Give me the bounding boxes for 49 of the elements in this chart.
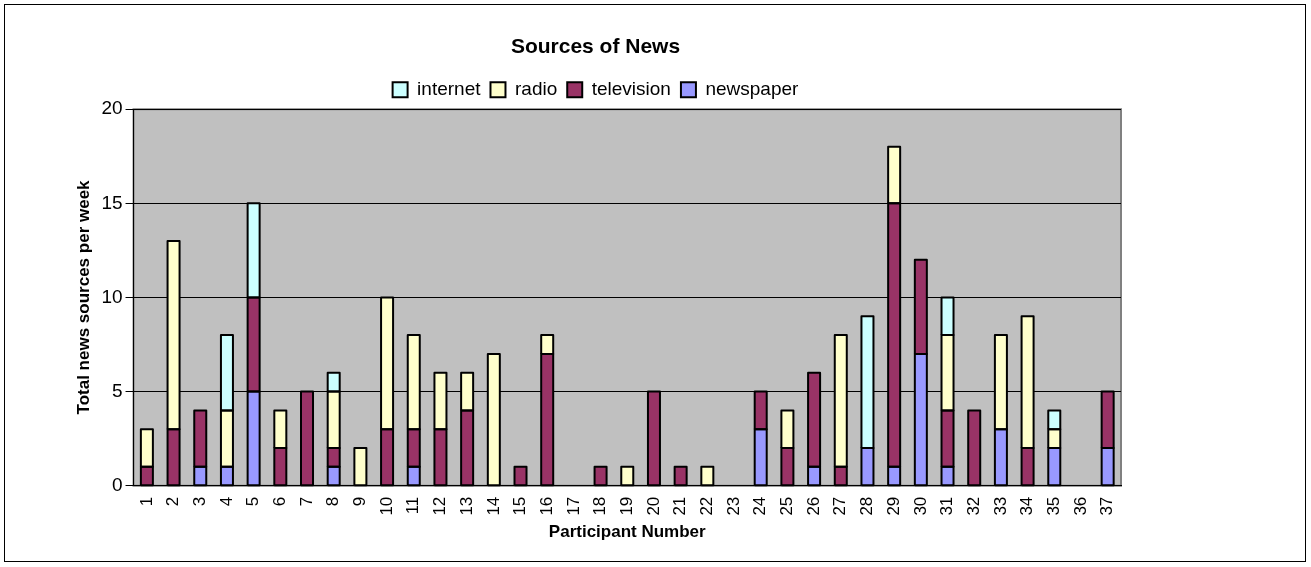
x-tick-label: 18 <box>590 496 610 516</box>
x-tick-label: 25 <box>777 496 797 516</box>
legend-label: internet <box>417 77 482 99</box>
x-tick-label: 14 <box>483 496 503 516</box>
y-tick-label: 5 <box>111 379 123 401</box>
x-axis-title: Participant Number <box>548 522 707 542</box>
x-tick-label: 6 <box>270 496 290 507</box>
x-tick-label: 31 <box>937 496 957 516</box>
chart-title: Sources of News <box>510 34 681 58</box>
legend-label: radio <box>514 77 558 99</box>
x-tick-label: 24 <box>750 496 770 516</box>
x-tick-label: 27 <box>830 496 850 516</box>
x-tick-label: 28 <box>857 496 877 516</box>
x-tick-label: 5 <box>243 496 263 507</box>
x-tick-label: 8 <box>323 496 343 507</box>
x-tick-label: 35 <box>1043 496 1063 516</box>
x-tick-label: 29 <box>883 496 903 516</box>
y-tick-label: 15 <box>101 191 123 213</box>
x-tick-label: 37 <box>1097 496 1117 516</box>
x-tick-label: 34 <box>1017 496 1037 516</box>
x-tick-label: 11 <box>403 496 423 515</box>
x-tick-label: 32 <box>963 496 983 516</box>
x-tick-label: 19 <box>616 496 636 516</box>
y-tick-label: 10 <box>101 285 123 307</box>
y-axis-title: Total news sources per week <box>73 179 93 415</box>
x-tick-label: 7 <box>296 496 316 507</box>
x-tick-label: 9 <box>350 496 370 507</box>
x-tick-label: 10 <box>376 496 396 516</box>
x-tick-label: 4 <box>216 496 236 507</box>
x-tick-label: 30 <box>910 496 930 516</box>
legend-label: newspaper <box>705 77 800 99</box>
y-tick-label: 20 <box>101 97 123 119</box>
x-tick-label: 2 <box>163 496 183 507</box>
y-tick-label: 0 <box>111 473 123 495</box>
x-tick-label: 21 <box>670 496 690 516</box>
x-tick-label: 16 <box>536 496 556 516</box>
x-tick-label: 36 <box>1070 496 1090 516</box>
x-tick-label: 20 <box>643 496 663 516</box>
x-tick-label: 26 <box>803 496 823 516</box>
x-tick-label: 12 <box>430 496 450 516</box>
x-tick-label: 1 <box>136 496 156 507</box>
legend-label: television <box>591 77 671 99</box>
x-tick-label: 3 <box>189 496 209 507</box>
x-tick-label: 23 <box>723 496 743 516</box>
x-tick-label: 33 <box>990 496 1010 516</box>
x-tick-label: 15 <box>510 496 530 516</box>
x-tick-label: 22 <box>697 496 717 516</box>
x-tick-label: 17 <box>563 496 583 516</box>
x-tick-label: 13 <box>456 496 476 516</box>
